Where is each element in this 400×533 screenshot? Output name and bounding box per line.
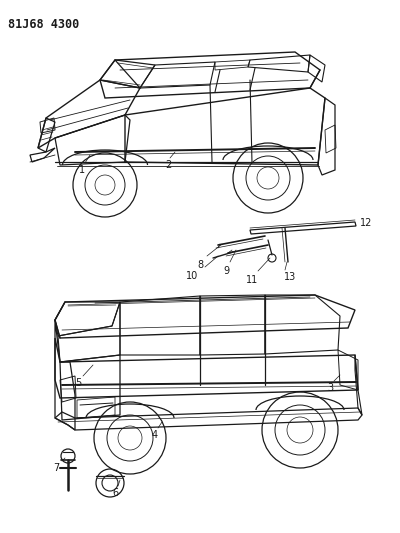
Text: 8: 8 [197, 260, 203, 270]
Text: 9: 9 [223, 266, 229, 276]
Text: 7: 7 [53, 463, 59, 473]
Text: 12: 12 [360, 218, 372, 228]
Text: 10: 10 [186, 271, 198, 281]
Text: 2: 2 [165, 160, 171, 170]
Text: 5: 5 [75, 378, 81, 388]
Text: 4: 4 [152, 430, 158, 440]
Text: 81J68 4300: 81J68 4300 [8, 18, 79, 31]
Text: 3: 3 [327, 383, 333, 393]
Text: 1: 1 [79, 165, 85, 175]
Text: 13: 13 [284, 272, 296, 282]
Text: 6: 6 [112, 488, 118, 498]
Text: 11: 11 [246, 275, 258, 285]
